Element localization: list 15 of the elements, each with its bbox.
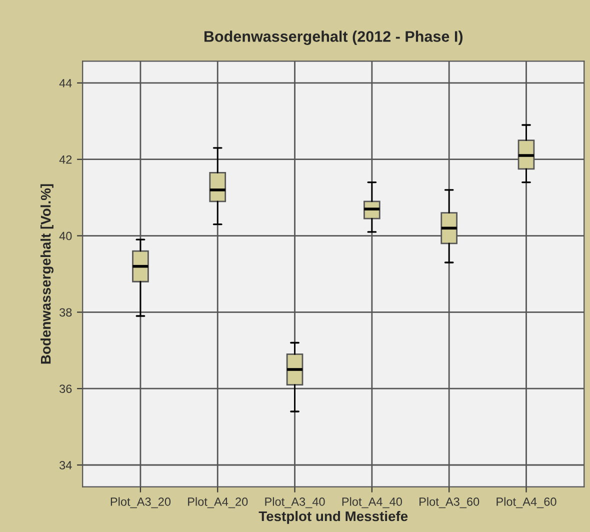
x-tick-label: Plot_A3_20 bbox=[110, 497, 171, 508]
y-tick-label: 36 bbox=[60, 384, 72, 393]
y-axis-title: Bodenwassergehalt [Vol.%] bbox=[40, 184, 54, 364]
x-axis-title: Testplot und Messtiefe bbox=[258, 510, 408, 524]
y-tick-label: 44 bbox=[59, 79, 72, 88]
x-tick-label: Plot_A4_40 bbox=[342, 497, 402, 508]
chart-title: Bodenwassergehalt (2012 - Phase I) bbox=[204, 30, 463, 45]
y-tick-label: 42 bbox=[59, 155, 72, 164]
y-tick-label: 40 bbox=[59, 232, 72, 240]
x-tick-label: Plot_A4_60 bbox=[496, 497, 556, 508]
y-tick-label: 34 bbox=[60, 461, 72, 470]
x-tick-label: Plot_A3_40 bbox=[265, 497, 325, 508]
x-tick-label: Plot_A3_60 bbox=[420, 497, 480, 508]
x-tick-label: Plot_A4_20 bbox=[188, 497, 248, 508]
y-tick-label: 38 bbox=[60, 308, 72, 317]
